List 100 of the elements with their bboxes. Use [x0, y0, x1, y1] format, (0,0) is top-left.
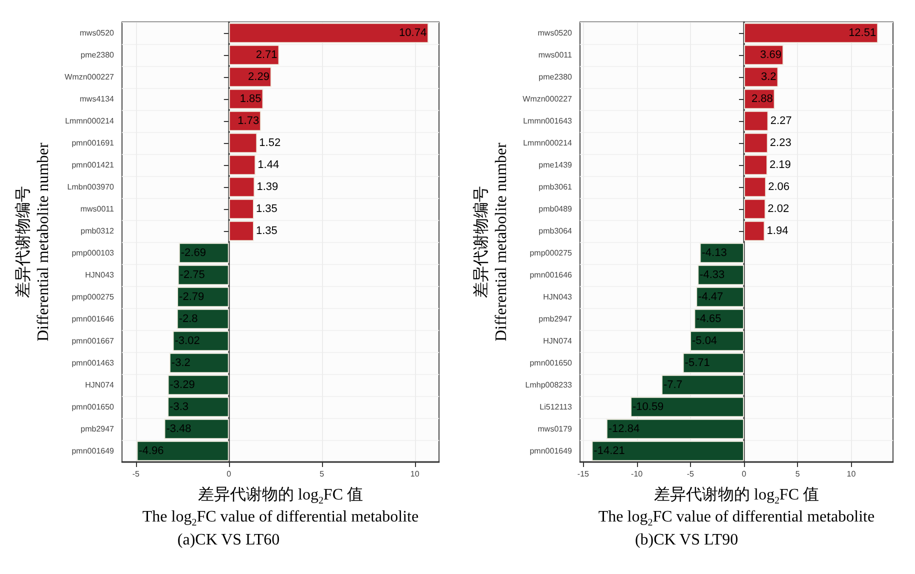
data-label: 2.06	[768, 181, 790, 193]
data-label: -4.96	[138, 445, 164, 457]
data-label: -5.04	[692, 335, 718, 347]
data-label: 2.27	[770, 115, 792, 127]
bar	[698, 264, 744, 286]
x-tick-label: -5	[686, 470, 695, 478]
y-tick-label: HJN074	[85, 380, 115, 390]
x-tick-label: -5	[132, 470, 140, 478]
data-label: -2.69	[180, 247, 206, 259]
x-tick-label: 5	[320, 470, 325, 478]
data-label: 1.52	[259, 137, 281, 149]
x-tick-label: 10	[846, 470, 856, 478]
data-label: -7.7	[663, 379, 682, 391]
data-label: -2.79	[179, 291, 204, 303]
text: (a)CK VS LT60	[177, 532, 280, 548]
data-label: 1.39	[256, 181, 278, 193]
data-label: 10.74	[399, 27, 427, 39]
y-tick-label: pmn001650	[72, 402, 115, 412]
y-tick-label: Lmhp008233	[525, 380, 573, 390]
data-label: -4.13	[702, 247, 727, 259]
y-tick-label: mws4134	[80, 94, 115, 104]
bar	[744, 176, 766, 198]
bar	[744, 220, 765, 242]
bar	[177, 286, 229, 308]
y-tick-label: pmb2947	[538, 314, 573, 324]
x-tick-label: 0	[226, 470, 232, 478]
x-tick-label: 0	[742, 470, 747, 478]
bar	[744, 154, 768, 176]
data-label: -4.33	[700, 269, 725, 281]
y-tick-label: pmb3061	[538, 182, 573, 192]
y-tick-label: pmp000275	[72, 292, 115, 302]
y-tick-label: pmn001646	[72, 314, 115, 324]
x-tick-label: 10	[410, 470, 420, 478]
bar	[228, 220, 254, 242]
data-label: 1.44	[258, 159, 280, 171]
y-tick-label: mws0011	[538, 50, 573, 60]
y-tick-label: pme1439	[538, 160, 573, 170]
data-label: 1.94	[766, 225, 788, 237]
x-tick-label: -10	[631, 470, 644, 478]
data-label: 12.51	[848, 27, 876, 39]
data-label: -10.59	[632, 401, 664, 413]
data-label: -14.21	[594, 445, 625, 457]
y-tick-label: mws0179	[538, 424, 573, 434]
bar	[178, 242, 229, 264]
data-label: 2.23	[770, 137, 792, 149]
y-tick-label: pmp000103	[72, 248, 115, 258]
data-label: 2.02	[768, 203, 790, 215]
text: (b)CK VS LT90	[634, 532, 738, 548]
y-tick-label: pmb0489	[538, 204, 573, 214]
data-label: 2.19	[769, 159, 791, 171]
bar	[168, 396, 229, 418]
bar	[169, 352, 229, 374]
data-label: -3.29	[170, 379, 195, 391]
y-tick-label: pme2380	[80, 50, 115, 60]
bar	[228, 132, 258, 154]
y-axis-title: 差异代谢物编号 Differential metabolite number	[472, 142, 510, 342]
bar	[228, 66, 272, 88]
y-tick-label: Lmmn000214	[65, 116, 115, 126]
bar	[228, 176, 255, 198]
y-tick-label: pmn001646	[530, 270, 573, 280]
y-tick-label: pmb0312	[80, 226, 115, 236]
data-label: -2.75	[180, 269, 205, 281]
data-label: -5.71	[684, 357, 710, 369]
y-tick-label: pmp000275	[530, 248, 573, 258]
y-axis-title: 差异代谢物编号 Differential metabolite number	[14, 142, 52, 342]
bar	[744, 132, 768, 154]
x-tick-label: 5	[795, 470, 800, 478]
bar	[168, 374, 229, 396]
data-label: -3.3	[170, 401, 189, 413]
y-tick-label: pmn001421	[72, 160, 115, 170]
y-tick-label: mws0011	[80, 204, 115, 214]
data-label: -3.48	[166, 423, 192, 435]
y-tick-label: Lmmn000214	[523, 138, 573, 148]
y-tick-label: Lmmn001643	[523, 116, 573, 126]
y-tick-label: pmn001649	[530, 446, 573, 456]
bar	[696, 286, 744, 308]
data-label: -2.8	[178, 313, 198, 325]
y-tick-label: pmb3064	[538, 226, 573, 236]
y-tick-label: pme2380	[538, 72, 573, 82]
y-tick-label: pmn001649	[72, 446, 115, 456]
y-tick-label: HJN074	[543, 336, 573, 346]
bar	[178, 264, 229, 286]
y-tick-label: Wmzn000227	[64, 72, 115, 82]
bar	[172, 330, 229, 352]
bar	[228, 198, 254, 220]
bar	[176, 308, 229, 330]
data-label: -12.84	[608, 423, 640, 435]
data-label: 2.29	[248, 71, 270, 83]
data-label: -3.2	[171, 357, 190, 369]
bar	[694, 308, 744, 330]
bar	[164, 418, 229, 440]
y-tick-label: pmn001691	[72, 138, 115, 148]
data-label: -3.02	[174, 335, 200, 347]
data-label: 3.69	[760, 49, 782, 61]
y-tick-label: Lmbn003970	[67, 182, 115, 192]
bar	[744, 110, 768, 132]
y-tick-label: mws0520	[80, 28, 115, 38]
y-tick-label: pmn001667	[72, 336, 115, 346]
data-label: 1.73	[238, 115, 260, 127]
data-label: -4.65	[696, 313, 722, 325]
